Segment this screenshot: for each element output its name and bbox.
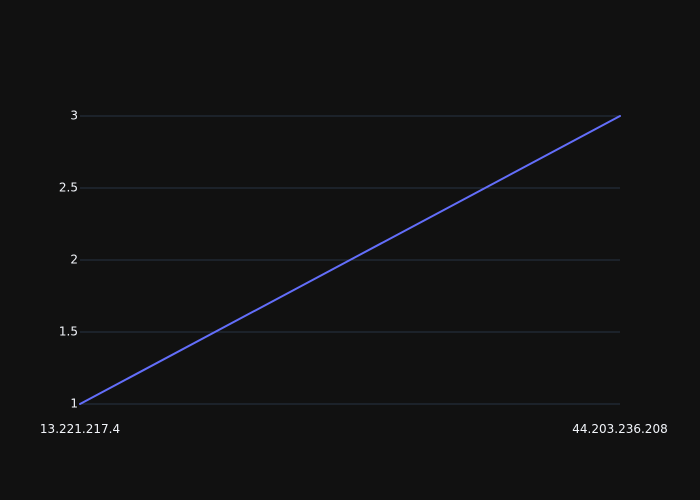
series-layer [79, 115, 621, 405]
x-tick-label: 44.203.236.208 [572, 422, 667, 436]
y-tick-label: 1 [70, 397, 78, 411]
x-tick-label: 13.221.217.4 [40, 422, 120, 436]
y-tick-label: 1.5 [59, 325, 78, 339]
y-tick-label: 2.5 [59, 181, 78, 195]
series-line [79, 115, 621, 405]
x-axis-ticks: 13.221.217.4 44.203.236.208 [40, 422, 668, 436]
y-tick-label: 2 [70, 253, 78, 267]
y-tick-label: 3 [70, 109, 78, 123]
y-axis-ticks: 1 1.5 2 2.5 3 [59, 109, 78, 411]
